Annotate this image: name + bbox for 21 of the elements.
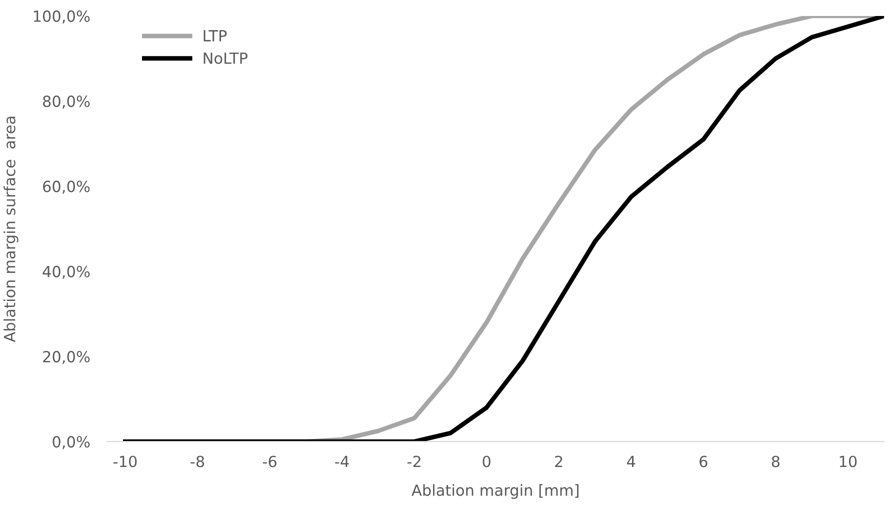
x-tick-label: 2 bbox=[555, 456, 562, 468]
legend-label: LTP bbox=[204, 30, 227, 42]
x-tick-label: 6 bbox=[700, 456, 708, 468]
y-tick-label: 40,0% bbox=[42, 266, 90, 279]
x-tick-label: -2 bbox=[407, 456, 420, 468]
x-axis-title: Ablation margin [mm] bbox=[412, 484, 578, 499]
x-tick-label: 4 bbox=[627, 456, 636, 468]
x-tick-label: -8 bbox=[190, 456, 204, 468]
x-tick-label: 0 bbox=[482, 456, 490, 468]
y-axis-title: Ablation margin surface area bbox=[4, 116, 18, 342]
y-tick-label: 80,0% bbox=[42, 96, 90, 109]
x-tick-label: -4 bbox=[335, 456, 349, 468]
y-tick-label: 60,0% bbox=[43, 180, 90, 194]
x-tick-label: 10 bbox=[840, 456, 857, 468]
x-tick-label: -10 bbox=[114, 456, 137, 468]
x-tick-label: 8 bbox=[772, 456, 780, 468]
x-tick-label: -6 bbox=[262, 456, 276, 468]
y-tick-label: 0,0% bbox=[52, 436, 90, 450]
y-tick-label: 100,0% bbox=[34, 10, 90, 24]
y-tick-label: 20,0% bbox=[43, 350, 90, 364]
legend-label: NoLTP bbox=[204, 52, 248, 64]
